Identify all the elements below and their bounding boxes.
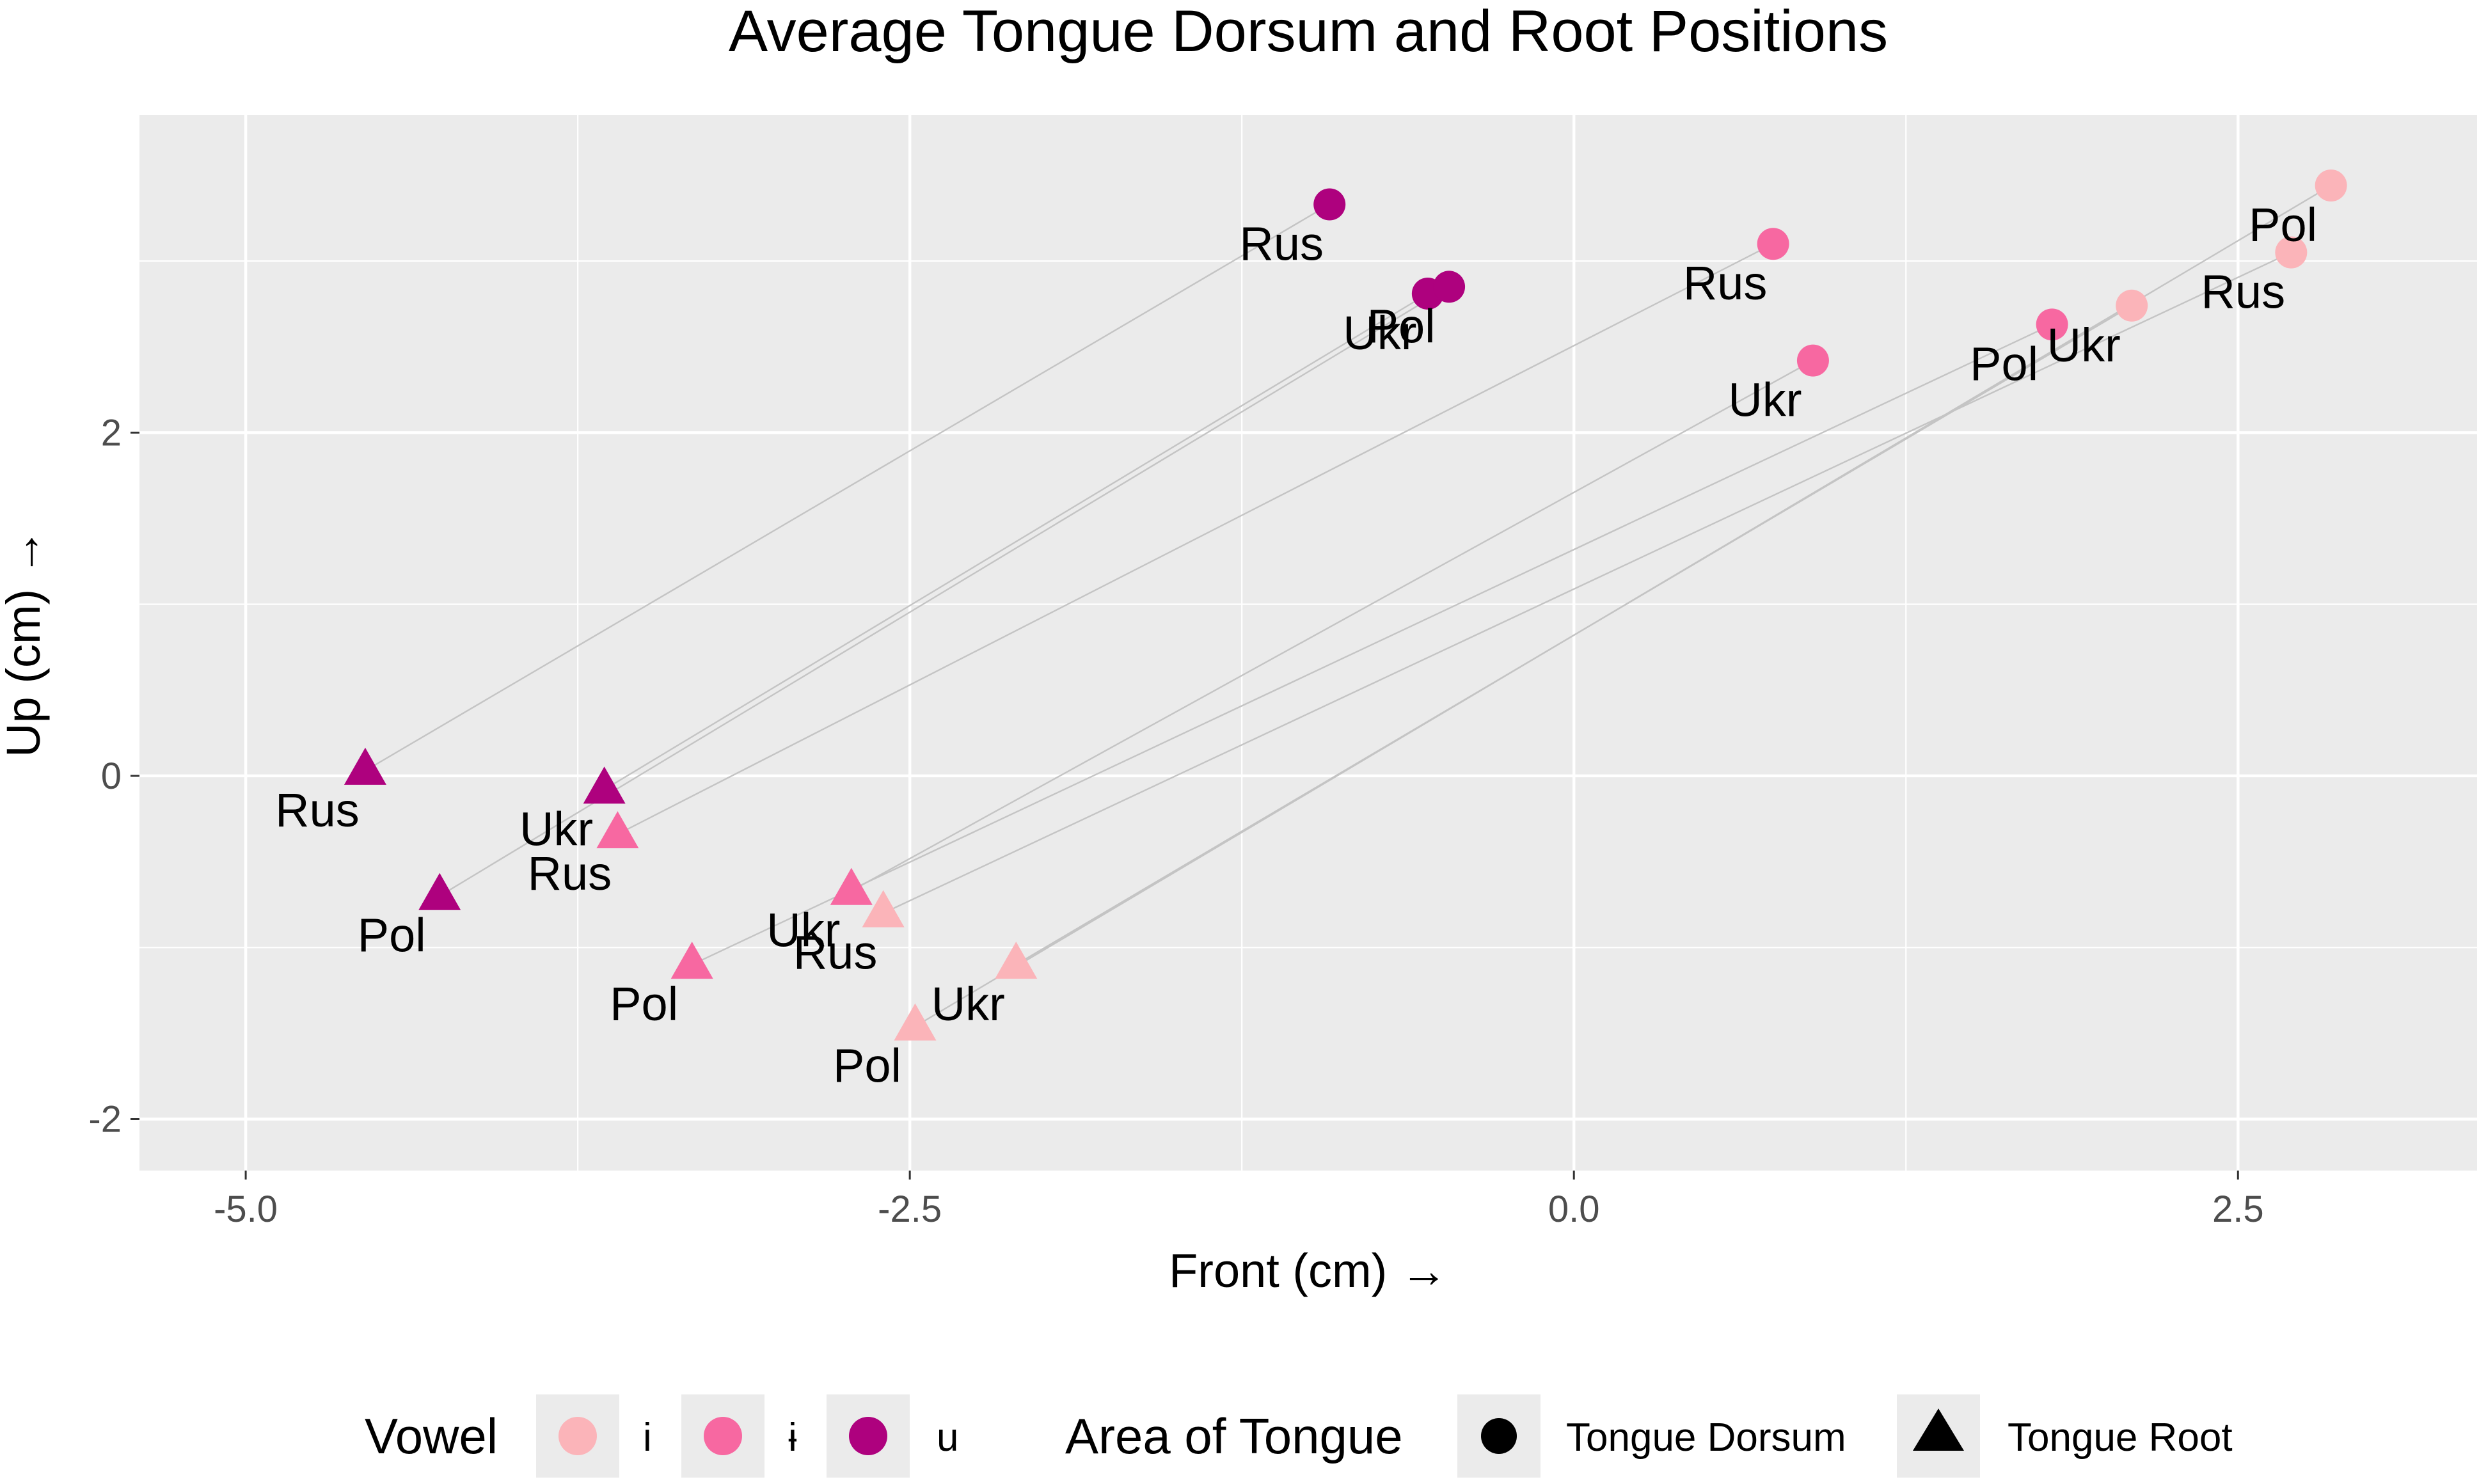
root-point-pol	[670, 942, 713, 979]
y-tick-label: 0	[101, 755, 122, 797]
root-label-rus: Rus	[528, 847, 612, 900]
legend-label-barred-i: ɨ	[788, 1416, 797, 1460]
connector-lines	[365, 184, 2332, 1027]
plot-panel	[139, 115, 2477, 1171]
y-tick-label: 2	[101, 412, 122, 454]
connector-ukr	[851, 359, 1814, 892]
root-label-ukr: Ukr	[519, 802, 593, 855]
dorsum-label-rus: Rus	[2201, 265, 2286, 319]
root-point-ukr	[995, 942, 1038, 979]
root-point-pol	[894, 1003, 937, 1041]
legend-key-barred-i	[704, 1417, 742, 1455]
connector-rus	[365, 203, 1330, 771]
dorsum-point-pol	[2036, 308, 2068, 341]
y-tick-label: -2	[88, 1099, 122, 1141]
y-axis-ticks: -2 0 2	[88, 412, 139, 1141]
legend-label-root: Tongue Root	[2008, 1416, 2233, 1460]
legend: Vowel i ɨ u Area of Tongue Tongue Dorsum…	[365, 1394, 2233, 1478]
legend-vowel-title: Vowel	[365, 1408, 498, 1464]
chart-title: Average Tongue Dorsum and Root Positions	[729, 0, 1888, 64]
root-label-pol: Pol	[833, 1039, 901, 1093]
legend-label-dorsum: Tongue Dorsum	[1566, 1416, 1846, 1460]
dorsum-point-rus	[1757, 228, 1789, 260]
connector-pol	[692, 324, 2053, 966]
grid-major	[139, 115, 2477, 1171]
x-axis-ticks: -5.0 -2.5 0.0 2.5	[214, 1171, 2264, 1230]
x-tick-label: 0.0	[1548, 1188, 1600, 1230]
legend-key-root	[1913, 1409, 1964, 1451]
dorsum-point-pol	[1433, 271, 1466, 303]
root-label-pol: Pol	[358, 909, 426, 962]
dorsum-label-ukr: Ukr	[1343, 306, 1416, 359]
dorsum-point-ukr	[1796, 344, 1829, 377]
x-axis-label: Front (cm) →	[1169, 1244, 1448, 1297]
dorsum-label-rus: Rus	[1239, 217, 1324, 271]
x-tick-label: -2.5	[878, 1188, 942, 1230]
dorsum-label-ukr: Ukr	[1728, 374, 1802, 427]
dorsum-label-pol: Pol	[1970, 337, 2038, 390]
dorsum-label-ukr: Ukr	[2047, 319, 2121, 372]
data-points	[344, 170, 2347, 1041]
dorsum-label-rus: Rus	[1683, 257, 1768, 310]
dorsum-label-pol: Pol	[1367, 299, 1436, 352]
x-tick-label: -5.0	[214, 1188, 278, 1230]
legend-key-dorsum	[1481, 1418, 1517, 1454]
connector-rus	[883, 251, 2292, 914]
root-label-pol: Pol	[610, 977, 678, 1030]
root-label-rus: Rus	[275, 784, 360, 837]
root-label-ukr: Ukr	[931, 977, 1005, 1030]
root-label-ukr: Ukr	[766, 904, 840, 957]
grid-minor	[139, 115, 2477, 1171]
y-axis-label: Up (cm) →	[0, 528, 50, 757]
root-point-rus	[344, 747, 386, 785]
dorsum-point-rus	[1313, 188, 1346, 221]
legend-key-u	[849, 1417, 887, 1455]
root-point-rus	[862, 890, 905, 928]
connector-ukr	[604, 292, 1429, 791]
x-tick-label: 2.5	[2212, 1188, 2264, 1230]
root-point-ukr	[830, 867, 873, 905]
dorsum-point-pol	[2315, 170, 2347, 201]
legend-key-i	[558, 1417, 597, 1455]
root-label-rus: Rus	[793, 926, 878, 979]
root-point-ukr	[583, 766, 626, 804]
connector-rus	[617, 243, 1774, 835]
root-point-rus	[596, 811, 639, 849]
connector-ukr	[1015, 304, 2132, 966]
dorsum-point-rus	[2275, 236, 2308, 269]
legend-label-u: u	[937, 1416, 958, 1460]
point-labels: RusRusUkrUkrPolPolRusRusUkrUkrPolPolPolP…	[275, 198, 2317, 1093]
dorsum-point-ukr	[2116, 289, 2148, 322]
dorsum-label-pol: Pol	[2249, 198, 2317, 251]
root-point-pol	[418, 872, 461, 910]
legend-area-title: Area of Tongue	[1065, 1408, 1403, 1464]
legend-label-i: i	[643, 1416, 652, 1460]
